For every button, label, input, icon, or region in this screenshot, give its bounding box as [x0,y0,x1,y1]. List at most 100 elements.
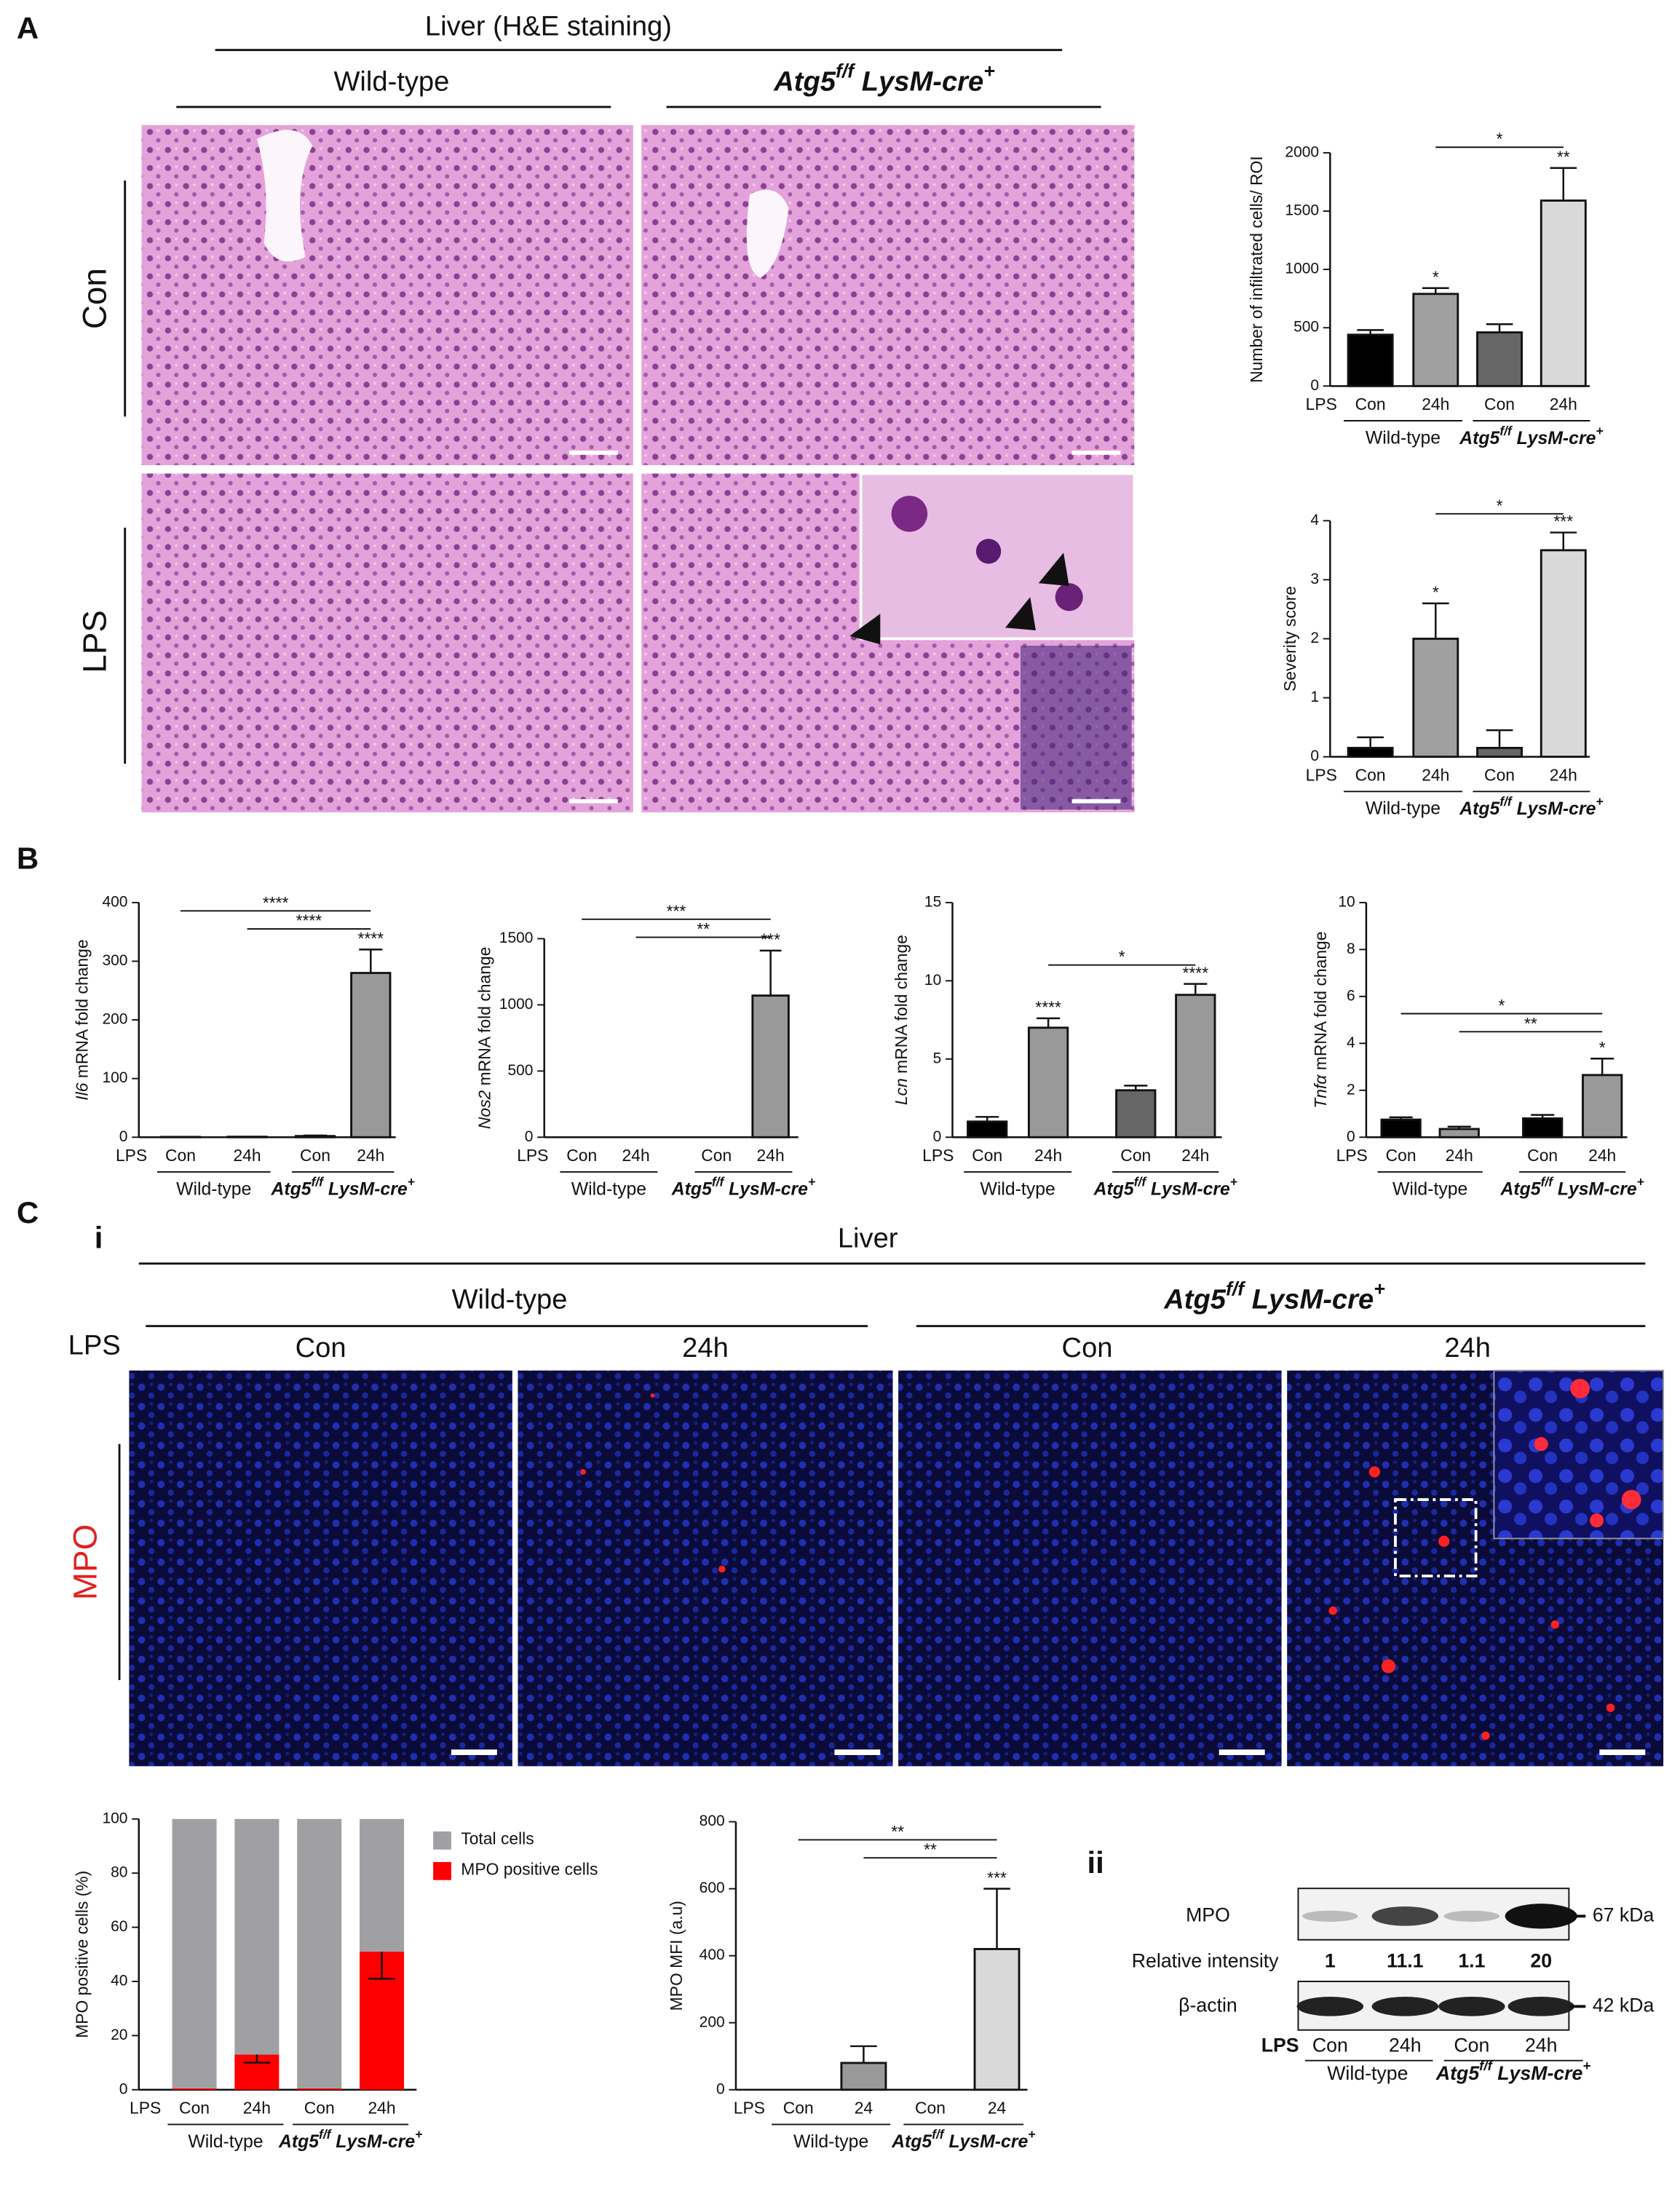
y-tick-label: 1500 [1285,202,1319,219]
y-tick-label: 3 [1310,571,1319,587]
y-tick-label: 0 [1310,377,1319,394]
y-tick-label: 20 [111,2027,127,2043]
category-label: 24h [1389,2035,1422,2056]
group-label: Wild-type [1366,428,1441,448]
group-label-part: f/f [319,2127,333,2142]
y-tick-label: 2 [1347,1081,1355,1098]
group-label-part: f/f [1499,423,1513,437]
bar [1476,747,1523,759]
group-label-part: LysM-cre [944,2132,1029,2152]
treatment-label: LPS [734,2099,765,2118]
y-axis-label-part: MPO positive cells (%) [72,1871,91,2038]
y-tick-label: 1 [1310,689,1319,705]
group-label: Wild-type [333,66,449,98]
y-tick-label: 0 [525,1128,534,1145]
y-axis-label: MPO MFI (a.u) [667,1901,686,2011]
y-axis-label: Number of infiltrated cells/ ROI [1247,156,1266,382]
category-label: 24h [757,1146,785,1165]
size-label: 42 kDa [1593,1994,1655,2016]
y-tick-label: 800 [700,1813,725,1829]
y-axis-label-part: Number of infiltrated cells/ ROI [1247,156,1266,382]
y-axis-label-part: Lcn [892,1078,911,1105]
y-tick-label: 1000 [1285,261,1319,277]
category-label: Con [1386,1146,1416,1165]
group-label-part: LysM-cre [1492,2062,1583,2084]
group-label-part: + [1230,1174,1237,1189]
scale-bars [569,451,1121,804]
group-label-part: + [983,60,995,82]
panel-label: A [17,11,39,45]
y-tick-label: 0 [119,2080,128,2097]
treatment-label: LPS [1306,395,1337,413]
intensity-value: 20 [1530,1949,1552,1971]
significance-label: **** [1182,963,1208,982]
condition-label: Con [296,1332,346,1363]
bar-segment [297,2088,342,2090]
category-label: Con [1120,1146,1151,1165]
bar [1412,638,1459,759]
group-label: Atg5f/f LysM-cre+ [278,2127,422,2152]
y-tick-label: 10 [924,972,941,989]
y-axis-label-part: mRNA fold change [1311,931,1330,1074]
y-tick-label: 600 [700,1880,725,1896]
category-label: 24h [1422,395,1449,413]
y-axis-label-part: Severity score [1280,586,1299,692]
category-label: 24h [1550,765,1577,784]
significance-label: ** [924,1840,937,1859]
bar [967,1120,1008,1138]
category-label: 24h [357,1146,384,1165]
micrograph [641,124,1135,466]
group-label: Wild-type [980,1179,1055,1199]
group-label-part: f/f [1499,794,1513,809]
category-label: 24h [368,2099,395,2118]
intensity-value: 11.1 [1387,1949,1424,1971]
category-label: Con [300,1146,330,1165]
y-tick-label: 200 [700,2013,725,2030]
y-tick-label: 0 [933,1128,942,1145]
legend-label: Total cells [461,1829,534,1848]
bar-segment [172,2088,217,2090]
group-label: Atg5f/f LysM-cre+ [1459,423,1603,448]
significance-label: *** [987,1868,1007,1887]
group-label-part: + [415,2127,422,2142]
group-label-part: Atg5 [891,2132,932,2152]
bar [1522,1117,1564,1138]
category-label: 24 [855,2099,873,2118]
category-label: Con [179,2099,210,2118]
group-label: Atg5f/f LysM-cre+ [270,1174,414,1199]
condition-label: 24h [682,1332,729,1363]
bar [1412,293,1459,387]
significance-label: * [1433,267,1439,286]
group-label-part: + [1028,2127,1035,2142]
significance-label: **** [1035,998,1061,1017]
bar [1175,994,1216,1138]
treatment-label: LPS [922,1146,954,1165]
group-label-part: Atg5 [1459,428,1500,448]
group-label-part: LysM-cre [1553,1179,1637,1199]
group-label: Wild-type [793,2132,868,2152]
bar-segment [172,1818,217,2088]
group-label: Wild-type [1327,2062,1408,2084]
treatment-label: LPS [1261,2035,1299,2056]
significance-label: * [1433,583,1439,602]
category-label: 24h [1181,1146,1209,1165]
group-label-part: + [1596,794,1603,809]
panel-label: C [17,1195,39,1229]
y-axis-label: Tnfα mRNA fold change [1311,931,1330,1108]
group-label: Atg5f/f LysM-cre+ [1163,1278,1385,1315]
y-tick-label: 200 [102,1011,127,1028]
group-label: Atg5f/f LysM-cre+ [891,2127,1035,2152]
bar [1540,549,1587,759]
y-tick-label: 500 [507,1062,533,1079]
category-label: Con [1355,765,1386,784]
significance-label: ** [891,1822,904,1841]
group-label-part: f/f [1226,1278,1246,1299]
y-tick-label: 0 [1310,748,1319,764]
group-label: Wild-type [571,1179,646,1199]
micrograph [141,124,633,466]
y-tick-label: 10 [1338,893,1355,910]
group-label-part: f/f [836,60,856,82]
blot-row-label: MPO [1186,1904,1230,1925]
category-label: Con [783,2099,814,2118]
